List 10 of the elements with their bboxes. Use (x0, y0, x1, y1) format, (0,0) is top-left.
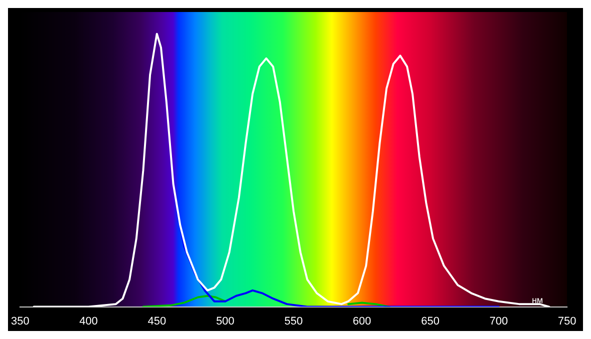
x-tick-label: 400 (79, 315, 98, 328)
x-axis-title: нм (532, 294, 543, 305)
x-tick-label: 350 (10, 315, 30, 328)
x-tick-label: 750 (558, 315, 576, 328)
x-tick-label: 500 (216, 315, 234, 328)
x-tick-label: 600 (352, 315, 372, 328)
x-tick-label: 550 (284, 315, 303, 328)
x-tick-label: 700 (489, 315, 508, 328)
x-tick-label: 450 (148, 315, 166, 328)
x-tick-label: 650 (421, 315, 440, 328)
